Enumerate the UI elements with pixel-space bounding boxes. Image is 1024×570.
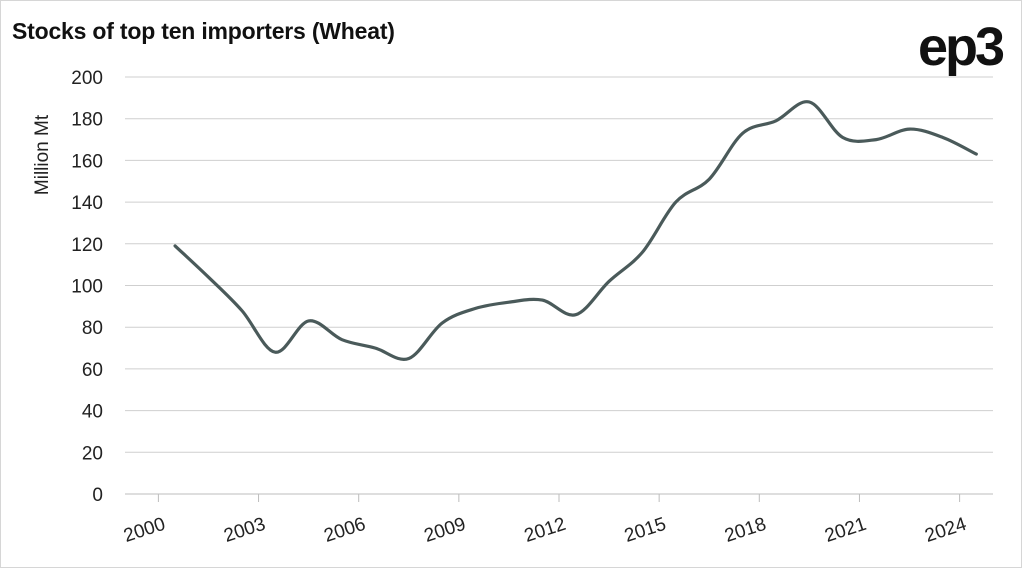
x-tick-label: 2024 [922, 514, 969, 547]
y-tick-label: 160 [71, 151, 103, 172]
y-tick-label: 20 [82, 443, 103, 464]
chart-title: Stocks of top ten importers (Wheat) [12, 18, 395, 44]
y-tick-label: 120 [71, 235, 103, 256]
y-tick-label: 80 [82, 318, 103, 339]
y-tick-label: 180 [71, 110, 103, 131]
x-tick-label: 2015 [622, 514, 669, 547]
y-tick-label: 100 [71, 277, 103, 298]
x-tick-label: 2018 [722, 514, 769, 547]
y-tick-label: 140 [71, 193, 103, 214]
x-tick-label: 2003 [221, 514, 268, 547]
x-tick-label: 2009 [422, 514, 469, 547]
y-tick-label: 200 [71, 68, 103, 89]
x-tick-label: 2012 [522, 514, 569, 547]
x-tick-label: 2021 [822, 514, 869, 547]
x-tick-label: 2006 [322, 514, 369, 547]
series-line [173, 100, 978, 361]
y-axis-ticks: 0 20 40 60 80 100 120 140 160 180 200 [71, 68, 103, 506]
x-axis: 2000 2003 2006 2009 2012 2015 2018 2021 2024 [121, 493, 993, 547]
series-layer [173, 100, 978, 361]
y-tick-label: 0 [92, 485, 103, 506]
brand-logo: ep3 [917, 17, 1005, 77]
y-axis-label: Million Mt [32, 114, 53, 195]
grid-lines [125, 76, 993, 453]
y-tick-label: 60 [82, 360, 103, 381]
x-tick-label: 2000 [121, 514, 168, 547]
y-tick-label: 40 [82, 402, 103, 423]
